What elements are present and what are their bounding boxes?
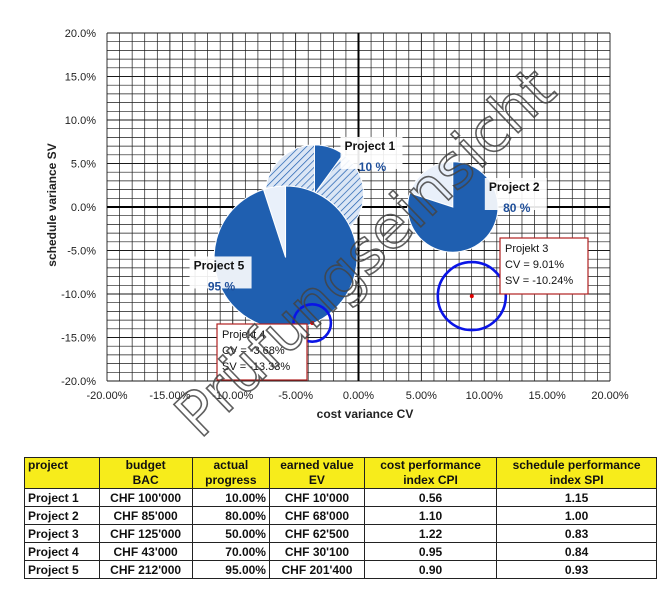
table-cell: 1.15: [496, 488, 657, 507]
bubble-progress: 95 %: [208, 279, 236, 293]
highlight-circle: [436, 260, 508, 332]
y-tick-label: -10.0%: [61, 289, 96, 301]
y-tick-label: -5.0%: [67, 246, 96, 258]
bubble-progress: 10 %: [359, 160, 387, 174]
table-cell: CHF 100'000: [98, 488, 193, 507]
x-tick-label: -10.00%: [212, 390, 253, 402]
table-cell: 1.22: [363, 524, 498, 543]
y-tick-label: 15.0%: [65, 72, 96, 84]
table-cell: CHF 85'000: [98, 506, 193, 525]
table-cell: 1.10: [363, 506, 498, 525]
y-tick-label: 0.0%: [71, 202, 96, 214]
bubble-name: Project 5: [194, 258, 245, 272]
y-tick-label: 20.0%: [65, 28, 96, 40]
table-header-cell: earned value EV: [268, 457, 365, 489]
x-tick-labels: -20.00% -15.00% -10.00% -5.00% 0.00% 5.00% 10.…: [87, 390, 629, 402]
y-tick-label: 5.0%: [71, 159, 96, 171]
table-cell: 0.90: [363, 560, 498, 579]
data-point: [469, 294, 474, 299]
table-row: Project 5 CHF 212'000 95.00% CHF 201'400 0.9…: [24, 560, 657, 579]
project-bubbles: Project 1 10 % Project 2 80 % Project 5 95 %: [189, 136, 547, 330]
table-cell: 80.00%: [191, 506, 270, 525]
table-header-cell: budget BAC: [98, 457, 193, 489]
x-tick-label: -5.00%: [278, 390, 313, 402]
table-body: Project 1 CHF 100'000 10.00% CHF 10'000 0.56…: [24, 488, 657, 579]
pie-progress-slice: [407, 161, 499, 253]
table-row: Project 1 CHF 100'000 10.00% CHF 10'000 0.56…: [24, 488, 657, 507]
table-cell: CHF 212'000: [98, 560, 193, 579]
table-cell: CHF 43'000: [98, 542, 193, 561]
table-cell: CHF 125'000: [98, 524, 193, 543]
data-point: [310, 320, 315, 325]
bubble-label-bg: [484, 178, 547, 210]
table-cell: 0.83: [496, 524, 657, 543]
callout-line: SV = -13.33%: [222, 361, 290, 373]
table-cell: 0.56: [363, 488, 498, 507]
project-table: project budget BAC actual progress earned val…: [24, 457, 657, 579]
table-cell: 0.93: [496, 560, 657, 579]
x-tick-label: 15.00%: [528, 390, 566, 402]
x-tick-label: 5.00%: [406, 390, 437, 402]
callout-line: CV = 9.01%: [505, 259, 564, 271]
callout-projekt-4: Projekt 4 CV = -3.68% SV = -13.33%: [216, 323, 308, 381]
y-tick-label: -20.0%: [61, 376, 96, 388]
table-cell: 0.84: [496, 542, 657, 561]
table-header-cell: cost performance index CPI: [363, 457, 498, 489]
callouts: Projekt 3 CV = 9.01% SV = -10.24% Projekt 4…: [216, 237, 589, 381]
table-cell: Project 2: [24, 506, 100, 525]
table-cell: 0.95: [363, 542, 498, 561]
callout-line: Projekt 4: [222, 329, 265, 341]
bubble-name: Project 1: [344, 139, 395, 153]
table-cell: 70.00%: [191, 542, 270, 561]
callout-line: Projekt 3: [505, 243, 548, 255]
circle-projekt-4: [292, 302, 333, 343]
callout-line: SV = -10.24%: [505, 275, 573, 287]
table-cell: 50.00%: [191, 524, 270, 543]
table-cell: CHF 62'500: [268, 524, 365, 543]
table-cell: CHF 201'400: [268, 560, 365, 579]
table-cell: Project 5: [24, 560, 100, 579]
circle-projekt-3: [436, 260, 508, 332]
table-cell: Project 4: [24, 542, 100, 561]
ev-chart: -20.00% -15.00% -10.00% -5.00% 0.00% 5.00% 10.…: [45, 28, 629, 440]
x-tick-label: 10.00%: [466, 390, 504, 402]
table-header-cell: schedule performance index SPI: [496, 457, 657, 489]
bubble-progress: 80 %: [503, 201, 531, 215]
y-tick-labels: 20.0% 15.0% 10.0% 5.0% 0.0% -5.0% -10.0% -15.0%…: [61, 28, 96, 388]
table-row: Project 2 CHF 85'000 80.00% CHF 68'000 1.10 1…: [24, 506, 657, 525]
bubble-project-5: Project 5 95 %: [189, 185, 358, 330]
bubble-label-bg: [189, 256, 252, 289]
table-cell: 10.00%: [191, 488, 270, 507]
table-cell: CHF 30'100: [268, 542, 365, 561]
pie-remaining-slice: [409, 161, 454, 208]
callout-projekt-3: Projekt 3 CV = 9.01% SV = -10.24%: [499, 237, 589, 295]
x-tick-label: 20.00%: [591, 390, 629, 402]
table-cell: CHF 68'000: [268, 506, 365, 525]
table-cell: 1.00: [496, 506, 657, 525]
x-axis-title: cost variance CV: [317, 407, 414, 421]
x-tick-label: 0.00%: [343, 390, 374, 402]
table-header-cell: actual progress: [191, 457, 270, 489]
table-cell: 95.00%: [191, 560, 270, 579]
project-circles: [292, 260, 508, 343]
x-tick-label: -20.00%: [87, 390, 128, 402]
table-cell: Project 1: [24, 488, 100, 507]
table-row: Project 3 CHF 125'000 50.00% CHF 62'500 1.22…: [24, 524, 657, 543]
callout-line: CV = -3.68%: [222, 345, 285, 357]
y-axis-title: schedule variance SV: [45, 143, 59, 266]
callout-box: [216, 323, 308, 381]
callout-box: [499, 237, 589, 295]
table-header-cell: project: [24, 457, 100, 489]
table-cell: Project 3: [24, 524, 100, 543]
y-tick-label: 10.0%: [65, 115, 96, 127]
bubble-project-2: Project 2 80 %: [407, 161, 547, 253]
highlight-circle: [292, 302, 333, 343]
table-row: Project 4 CHF 43'000 70.00% CHF 30'100 0.95 0…: [24, 542, 657, 561]
table-header-row: project budget BAC actual progress earned val…: [24, 457, 657, 489]
bubble-label-bg: [340, 136, 403, 169]
x-tick-label: -15.00%: [149, 390, 190, 402]
table-cell: CHF 10'000: [268, 488, 365, 507]
y-tick-label: -15.0%: [61, 333, 96, 345]
bubble-name: Project 2: [489, 180, 540, 194]
